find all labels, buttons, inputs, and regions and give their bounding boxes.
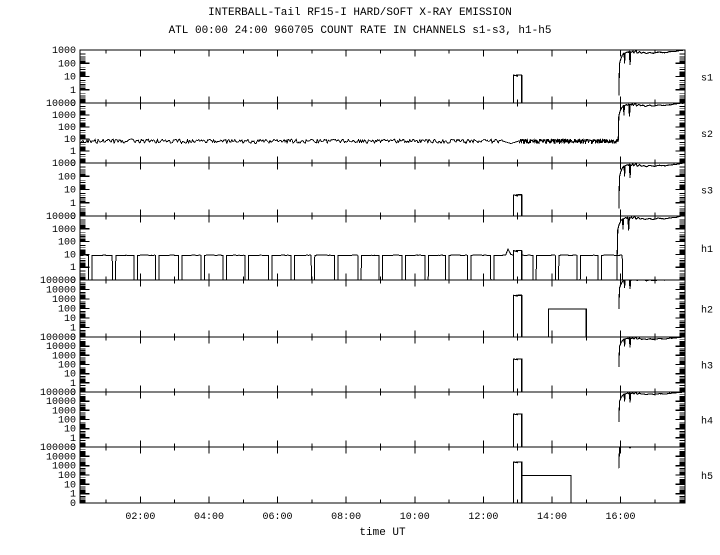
svg-text:time UT: time UT xyxy=(359,527,406,539)
svg-text:h1: h1 xyxy=(701,244,713,256)
svg-text:s1: s1 xyxy=(701,74,713,85)
svg-text:10000: 10000 xyxy=(46,99,76,110)
svg-text:s2: s2 xyxy=(701,130,713,141)
svg-text:02:00: 02:00 xyxy=(125,512,155,523)
svg-text:10: 10 xyxy=(64,186,76,197)
svg-text:100: 100 xyxy=(58,123,76,134)
svg-text:1: 1 xyxy=(70,263,76,274)
svg-text:100: 100 xyxy=(58,59,76,70)
svg-text:1: 1 xyxy=(70,86,76,97)
svg-text:1000: 1000 xyxy=(52,46,76,57)
svg-text:10: 10 xyxy=(64,135,76,146)
svg-text:14:00: 14:00 xyxy=(537,512,567,523)
svg-text:1000: 1000 xyxy=(52,111,76,122)
svg-text:h3: h3 xyxy=(701,361,713,373)
svg-text:1: 1 xyxy=(70,199,76,210)
svg-text:INTERBALL-Tail RF15-I HARD/SOF: INTERBALL-Tail RF15-I HARD/SOFT X-RAY EM… xyxy=(208,7,512,19)
svg-text:08:00: 08:00 xyxy=(331,512,361,523)
svg-text:1: 1 xyxy=(70,147,76,158)
svg-text:1000: 1000 xyxy=(52,159,76,170)
svg-text:100: 100 xyxy=(58,238,76,249)
svg-text:06:00: 06:00 xyxy=(263,512,293,523)
svg-text:10: 10 xyxy=(64,250,76,261)
svg-text:10: 10 xyxy=(64,73,76,84)
svg-text:h4: h4 xyxy=(701,416,713,428)
svg-text:10000: 10000 xyxy=(46,212,76,223)
svg-text:s3: s3 xyxy=(701,187,713,198)
svg-text:h5: h5 xyxy=(701,471,713,483)
svg-text:100: 100 xyxy=(58,172,76,183)
svg-text:04:00: 04:00 xyxy=(194,512,224,523)
svg-text:12:00: 12:00 xyxy=(468,512,498,523)
svg-text:h2: h2 xyxy=(701,305,713,317)
svg-text:16:00: 16:00 xyxy=(606,512,636,523)
svg-text:ATL 00:00 24:00 960705 COUNT: ATL 00:00 24:00 960705 COUNT RATE IN CHA… xyxy=(169,25,552,37)
svg-text:1000: 1000 xyxy=(52,225,76,236)
svg-text:10:00: 10:00 xyxy=(400,512,430,523)
svg-text:0: 0 xyxy=(70,499,76,510)
